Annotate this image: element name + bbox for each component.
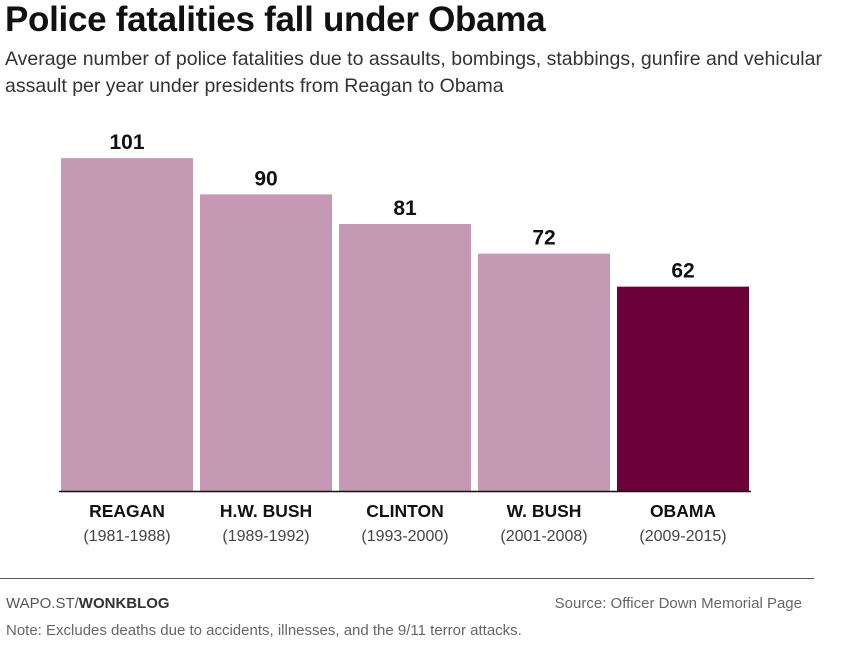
credit-line: WAPO.ST/WONKBLOG [6,595,170,612]
bar-w-bush [478,253,610,491]
category-label: OBAMA [650,501,716,521]
category-period-label: (1981-1988) [83,528,170,545]
bar-value-label: 101 [109,131,144,154]
bar-chart: 101 REAGAN (1981-1988) 90 H.W. BUSH (1989-199… [59,131,751,545]
category-label: CLINTON [366,501,443,521]
credit-brand: WONKBLOG [78,595,170,612]
category-period-label: (1989-1992) [222,528,309,545]
credit-prefix: WAPO.ST/ [6,595,79,612]
category-label: REAGAN [89,501,165,521]
bar-value-label: 72 [532,227,555,250]
chart-title: Police fatalities fall under Obama [5,0,546,39]
chart-subtitle: Average number of police fatalities due … [5,48,822,97]
bar-value-label: 90 [254,167,277,190]
category-period-label: (2001-2008) [500,528,587,545]
bar-reagan [61,158,193,491]
note-text: Note: Excludes deaths due to accidents, … [6,622,522,639]
category-period-label: (1993-2000) [361,528,448,545]
category-label: H.W. BUSH [220,501,312,521]
bar-h-w-bush [200,194,332,492]
source-text: Source: Officer Down Memorial Page [554,595,802,612]
category-label: W. BUSH [507,501,582,521]
bar-obama [617,286,749,491]
bar-clinton [339,224,471,492]
bar-value-label: 62 [671,260,694,283]
category-period-label: (2009-2015) [639,528,726,545]
footer-divider [0,578,814,579]
bar-value-label: 81 [393,197,417,220]
